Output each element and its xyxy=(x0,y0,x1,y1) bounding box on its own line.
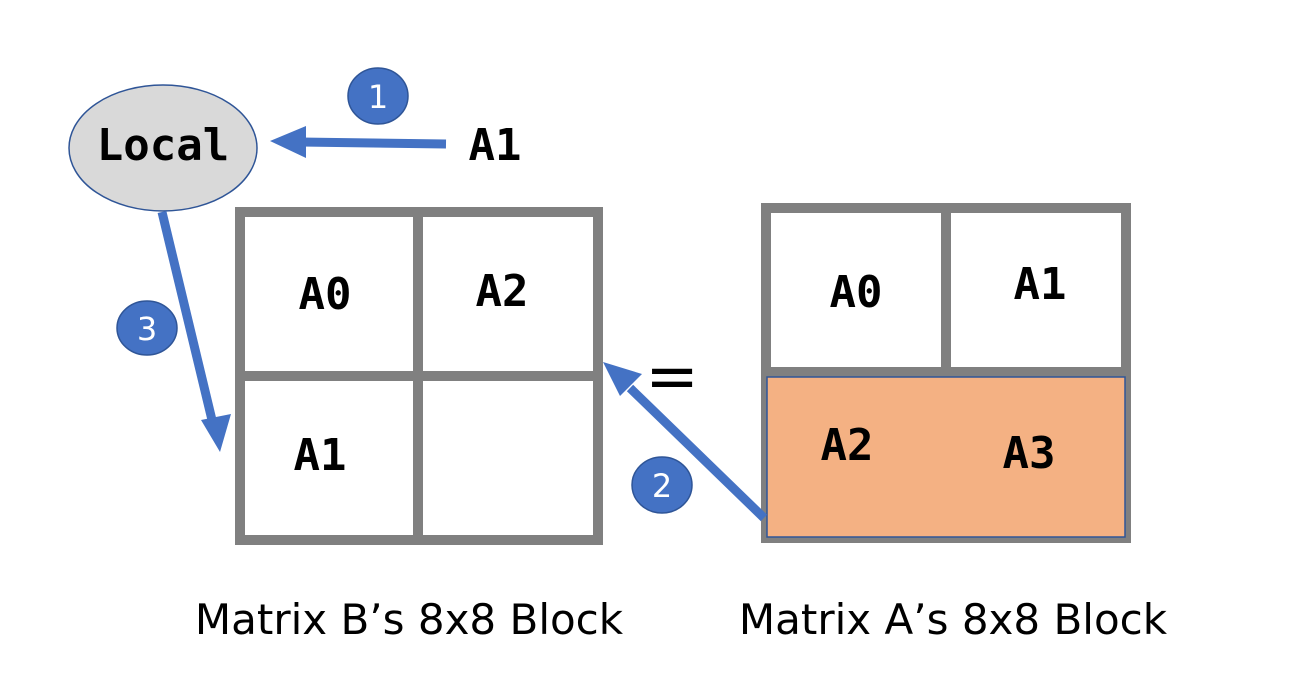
step-number-2: 2 xyxy=(652,467,672,505)
matrix-a-cell-a3: A3 xyxy=(1003,428,1056,479)
local-ellipse xyxy=(68,84,258,212)
matrix-b-cell-a0: A0 xyxy=(299,269,352,320)
matrix-b-cell-a1: A1 xyxy=(294,430,347,481)
local-label: Local xyxy=(97,120,229,171)
matrix-a-cell-a0: A0 xyxy=(830,267,883,318)
matrix-b-caption: Matrix B’s 8x8 Block xyxy=(195,595,624,644)
step-number-3: 3 xyxy=(137,310,157,348)
matrix-a-cell-a2: A2 xyxy=(821,420,874,471)
source-label: A1 xyxy=(469,120,522,171)
step-badge-2: 2 xyxy=(631,456,693,514)
step-number-1: 1 xyxy=(368,78,388,116)
local-node: Local xyxy=(68,84,258,212)
arrow-step-2 xyxy=(603,362,768,522)
matrix-b-block: A0 A2 A1 xyxy=(235,207,603,545)
step-badge-1: 1 xyxy=(347,67,409,125)
equals-sign: = xyxy=(645,340,699,414)
arrow-step-3 xyxy=(157,210,231,452)
matrix-a-cell-a1: A1 xyxy=(1014,259,1067,310)
matrix-a-block: A0 A1 A2 A3 xyxy=(761,203,1131,543)
arrow-step-1 xyxy=(270,126,447,158)
matrix-a-highlighted-row xyxy=(766,376,1126,538)
matrix-a-caption: Matrix A’s 8x8 Block xyxy=(739,595,1168,644)
matrix-b-cell-a2: A2 xyxy=(476,266,529,317)
step-badge-3: 3 xyxy=(116,300,178,356)
